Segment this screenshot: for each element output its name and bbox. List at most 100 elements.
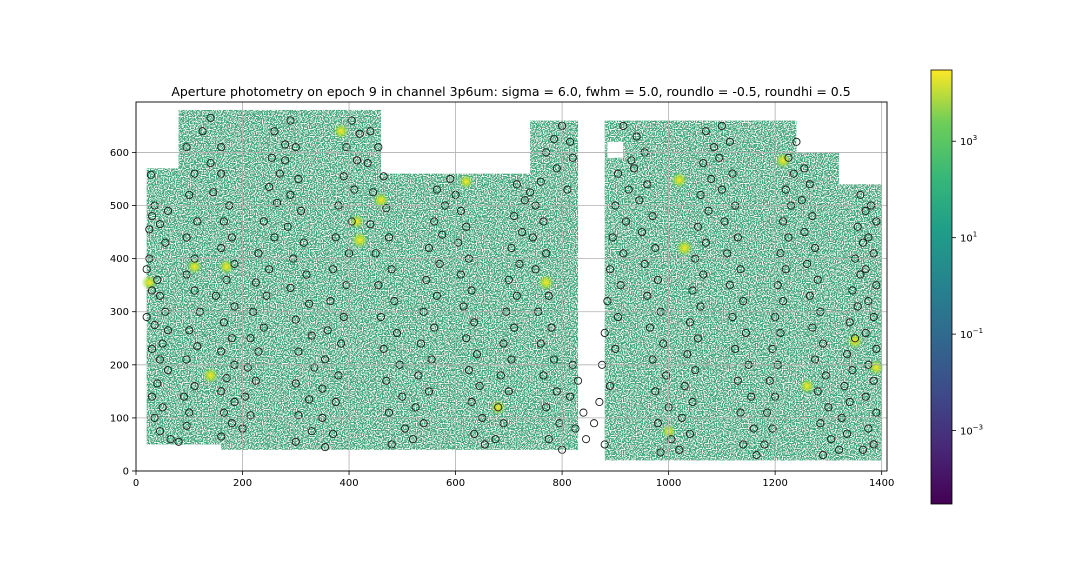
detection-marker bbox=[318, 384, 327, 393]
detection-marker bbox=[281, 156, 290, 165]
detection-marker bbox=[283, 222, 292, 231]
detection-marker bbox=[765, 376, 774, 385]
detection-marker bbox=[462, 222, 471, 231]
detection-marker bbox=[739, 440, 748, 449]
detection-marker bbox=[400, 424, 410, 433]
detection-marker bbox=[773, 281, 782, 290]
detection-marker bbox=[861, 392, 870, 401]
detection-marker bbox=[635, 196, 644, 205]
detection-marker bbox=[329, 429, 338, 438]
detection-marker bbox=[254, 249, 263, 258]
detection-marker bbox=[605, 382, 615, 391]
detection-marker bbox=[374, 281, 383, 290]
detection-marker bbox=[217, 347, 226, 356]
bright-source bbox=[333, 123, 349, 140]
detection-marker bbox=[153, 379, 162, 388]
detection-marker bbox=[307, 331, 316, 340]
detection-marker bbox=[379, 344, 388, 353]
detection-marker bbox=[869, 440, 878, 449]
detection-marker bbox=[613, 169, 623, 178]
detection-marker bbox=[185, 408, 194, 417]
detection-marker bbox=[331, 233, 340, 242]
detection-marker bbox=[768, 344, 777, 353]
detection-marker bbox=[342, 143, 351, 152]
detection-marker bbox=[217, 169, 226, 178]
detection-marker bbox=[291, 143, 300, 152]
detection-marker bbox=[861, 206, 870, 215]
detection-marker bbox=[467, 397, 476, 407]
y-tick-label: 200 bbox=[110, 360, 129, 371]
bright-source bbox=[218, 258, 235, 275]
detection-marker bbox=[147, 392, 157, 401]
detection-marker bbox=[600, 328, 609, 338]
detection-marker bbox=[182, 143, 191, 152]
detection-marker bbox=[637, 228, 647, 237]
detection-marker bbox=[667, 435, 676, 444]
detection-marker bbox=[363, 159, 372, 168]
detection-marker bbox=[661, 371, 671, 380]
detection-marker bbox=[872, 344, 881, 353]
detection-marker bbox=[163, 206, 173, 215]
detection-marker bbox=[174, 437, 183, 446]
detection-marker bbox=[374, 143, 383, 152]
detection-marker bbox=[342, 281, 351, 290]
detection-marker bbox=[835, 445, 844, 454]
detection-marker bbox=[544, 291, 553, 300]
detection-marker bbox=[243, 363, 252, 372]
detection-marker bbox=[302, 270, 311, 279]
detection-marker bbox=[222, 275, 231, 284]
detection-marker bbox=[227, 233, 236, 242]
detection-marker bbox=[323, 326, 332, 335]
detection-marker bbox=[789, 169, 798, 178]
detection-marker bbox=[741, 328, 750, 338]
detection-marker bbox=[595, 397, 604, 407]
detection-marker bbox=[653, 419, 663, 428]
detection-marker bbox=[161, 238, 170, 247]
detection-marker bbox=[227, 419, 236, 428]
detection-marker bbox=[305, 299, 314, 308]
detection-marker bbox=[182, 355, 191, 364]
detection-marker bbox=[467, 286, 476, 295]
detection-marker bbox=[158, 339, 167, 348]
detection-marker bbox=[550, 135, 559, 144]
coverage-region bbox=[817, 184, 882, 461]
detection-marker bbox=[720, 217, 729, 226]
bright-source bbox=[671, 171, 688, 189]
detection-marker bbox=[422, 275, 431, 284]
detection-marker bbox=[659, 339, 668, 348]
detection-marker bbox=[611, 344, 620, 353]
detection-marker bbox=[230, 259, 239, 268]
detection-marker bbox=[462, 334, 471, 343]
detection-marker bbox=[182, 421, 191, 430]
detection-marker bbox=[552, 387, 561, 396]
detection-marker bbox=[182, 233, 191, 242]
detection-marker bbox=[619, 249, 628, 258]
detection-marker bbox=[371, 249, 380, 258]
detection-marker bbox=[624, 185, 633, 194]
detection-marker bbox=[334, 371, 343, 380]
detection-marker bbox=[491, 435, 500, 444]
detection-marker bbox=[206, 113, 215, 122]
detection-marker bbox=[864, 233, 873, 242]
bright-source bbox=[349, 214, 365, 229]
detection-marker bbox=[454, 238, 463, 247]
detection-marker bbox=[227, 334, 236, 343]
detection-marker bbox=[816, 419, 825, 428]
detection-marker bbox=[291, 379, 300, 388]
detection-marker bbox=[198, 127, 207, 136]
plot-frame bbox=[135, 101, 888, 472]
detection-marker bbox=[430, 323, 439, 332]
detection-marker bbox=[725, 137, 734, 146]
detection-marker bbox=[872, 217, 881, 226]
colorbar-ticks: 103 101 10−1 10−3 bbox=[952, 134, 983, 438]
detection-marker bbox=[163, 366, 173, 375]
detection-marker bbox=[472, 350, 481, 359]
detection-marker bbox=[321, 355, 330, 364]
detection-marker bbox=[616, 281, 625, 290]
detection-marker bbox=[856, 190, 865, 199]
detection-marker bbox=[259, 217, 268, 226]
coverage-group bbox=[146, 109, 882, 461]
detection-marker bbox=[339, 172, 348, 181]
detection-marker bbox=[286, 190, 295, 199]
